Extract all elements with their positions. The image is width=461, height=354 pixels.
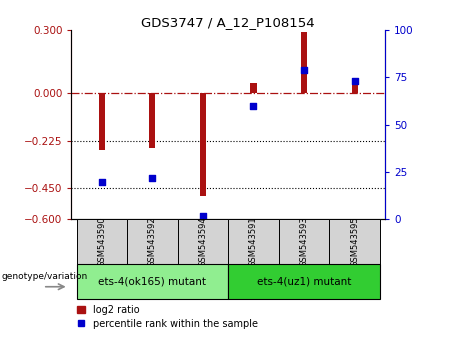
Text: ets-4(ok165) mutant: ets-4(ok165) mutant — [98, 276, 207, 286]
Text: genotype/variation: genotype/variation — [1, 272, 88, 281]
Text: GSM543595: GSM543595 — [350, 216, 359, 267]
Text: ets-4(uz1) mutant: ets-4(uz1) mutant — [257, 276, 351, 286]
Bar — [228, 219, 279, 264]
Point — [250, 103, 257, 109]
Bar — [149, 93, 155, 148]
Bar — [352, 79, 358, 93]
Point — [301, 67, 308, 73]
Bar — [301, 32, 307, 93]
Bar — [177, 219, 228, 264]
Text: GSM543592: GSM543592 — [148, 216, 157, 267]
Title: GDS3747 / A_12_P108154: GDS3747 / A_12_P108154 — [142, 16, 315, 29]
Point — [98, 179, 106, 184]
Bar — [279, 219, 329, 264]
Legend: log2 ratio, percentile rank within the sample: log2 ratio, percentile rank within the s… — [77, 304, 259, 330]
Text: GSM543594: GSM543594 — [198, 216, 207, 267]
Point — [199, 213, 207, 218]
Text: GSM543591: GSM543591 — [249, 216, 258, 267]
Bar — [329, 219, 380, 264]
Bar — [200, 93, 206, 196]
Text: GSM543590: GSM543590 — [97, 216, 106, 267]
Bar — [99, 93, 105, 150]
Bar — [77, 264, 228, 299]
Bar — [228, 264, 380, 299]
Point — [351, 78, 358, 84]
Text: GSM543593: GSM543593 — [300, 216, 308, 267]
Bar — [77, 219, 127, 264]
Bar — [250, 83, 256, 93]
Point — [148, 175, 156, 181]
Bar — [127, 219, 177, 264]
